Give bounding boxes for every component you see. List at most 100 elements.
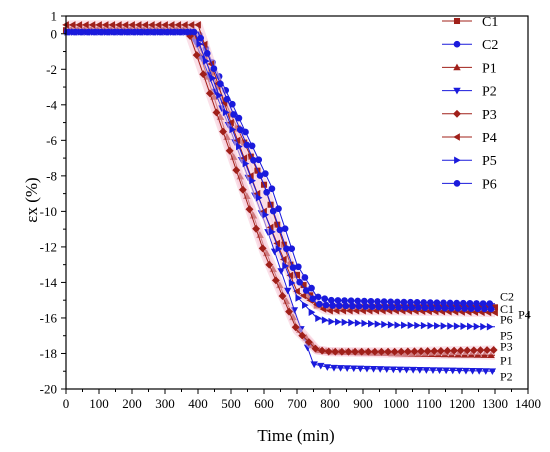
legend-marker (453, 109, 461, 118)
series-point (480, 322, 487, 331)
series-point (78, 28, 86, 36)
series-point (265, 260, 274, 269)
series-point (299, 292, 307, 300)
series-point (342, 302, 350, 310)
series-point (483, 346, 492, 355)
series-point (170, 28, 178, 36)
series-point (488, 368, 497, 376)
series-point (223, 95, 231, 103)
series-point (203, 57, 210, 65)
series-point (345, 307, 353, 315)
series-point (486, 323, 494, 331)
x-tick-label: 600 (254, 396, 274, 411)
series-point (326, 307, 333, 315)
series-point (361, 319, 369, 328)
series-point (368, 303, 376, 310)
series-point (421, 304, 429, 312)
series-point (489, 346, 498, 354)
series-point (491, 308, 498, 317)
series-point (456, 346, 465, 355)
series-point (441, 304, 449, 312)
x-tick-label: 0 (63, 396, 70, 411)
series-point (157, 28, 165, 36)
series-point (164, 28, 171, 36)
series-point (121, 21, 129, 29)
series-point (263, 188, 270, 196)
series-point (98, 28, 105, 36)
series-point (363, 365, 371, 373)
series-point (435, 367, 444, 375)
series-point (118, 28, 125, 36)
series-point (339, 307, 347, 315)
series-point (397, 347, 406, 356)
series-point (396, 366, 404, 374)
series-point (394, 321, 402, 329)
y-tick-label: -14 (40, 275, 58, 290)
series-point (216, 91, 223, 100)
series-point (410, 347, 419, 356)
y-tick-label: -10 (40, 204, 57, 219)
y-tick-label: -2 (46, 62, 57, 77)
series-point (288, 279, 296, 287)
series-point (384, 347, 393, 356)
series-line (66, 29, 495, 308)
series-point (289, 264, 297, 271)
x-tick-label: 1400 (515, 396, 541, 411)
series-point (278, 292, 287, 300)
series-point (187, 21, 195, 29)
series-point (395, 304, 402, 311)
series-point (335, 318, 342, 326)
series-point (344, 347, 353, 356)
series-point (324, 347, 333, 356)
series-point (474, 305, 482, 313)
series-point (295, 294, 303, 302)
series-point (321, 316, 329, 324)
series-point (350, 365, 358, 373)
series-point (81, 21, 89, 29)
series-point (192, 51, 201, 60)
series-point (196, 40, 204, 48)
series-point (409, 366, 417, 374)
series-point (318, 346, 327, 355)
series-point (440, 322, 448, 330)
series-point (364, 347, 373, 356)
series-point (331, 347, 340, 356)
series-point (453, 322, 461, 330)
series-point (462, 367, 470, 375)
series-point (128, 21, 135, 29)
x-tick-label: 100 (89, 396, 109, 411)
series-point (229, 125, 237, 134)
series-point (309, 295, 317, 303)
series-point (382, 303, 389, 311)
series-point (461, 305, 468, 312)
series-point (415, 304, 422, 312)
legend-item-c2: C2 (442, 38, 498, 53)
legend-marker (454, 156, 461, 164)
series-point (322, 301, 330, 309)
series-point (238, 185, 247, 194)
series-point (230, 111, 237, 118)
legend-item-p6: P6 (442, 177, 497, 192)
series-p6 (65, 28, 496, 313)
x-tick-label: 900 (353, 396, 373, 411)
series-point (423, 347, 432, 356)
series-point (252, 224, 261, 233)
series-point (381, 320, 388, 329)
series-point (167, 21, 175, 29)
x-axis-title: Time (min) (257, 426, 334, 445)
series-point (203, 50, 211, 57)
series-point (151, 28, 158, 36)
series-point (91, 28, 99, 36)
series-point (428, 304, 435, 312)
legend-label: C1 (482, 15, 498, 30)
series-point (296, 278, 303, 286)
series-point (401, 304, 409, 311)
series-point (329, 302, 336, 309)
series-point (277, 268, 285, 275)
series-point (348, 318, 355, 327)
series-point (282, 262, 289, 270)
series-point (197, 34, 204, 42)
series-point (467, 322, 474, 331)
series-point (341, 318, 349, 326)
series-point (482, 368, 490, 375)
